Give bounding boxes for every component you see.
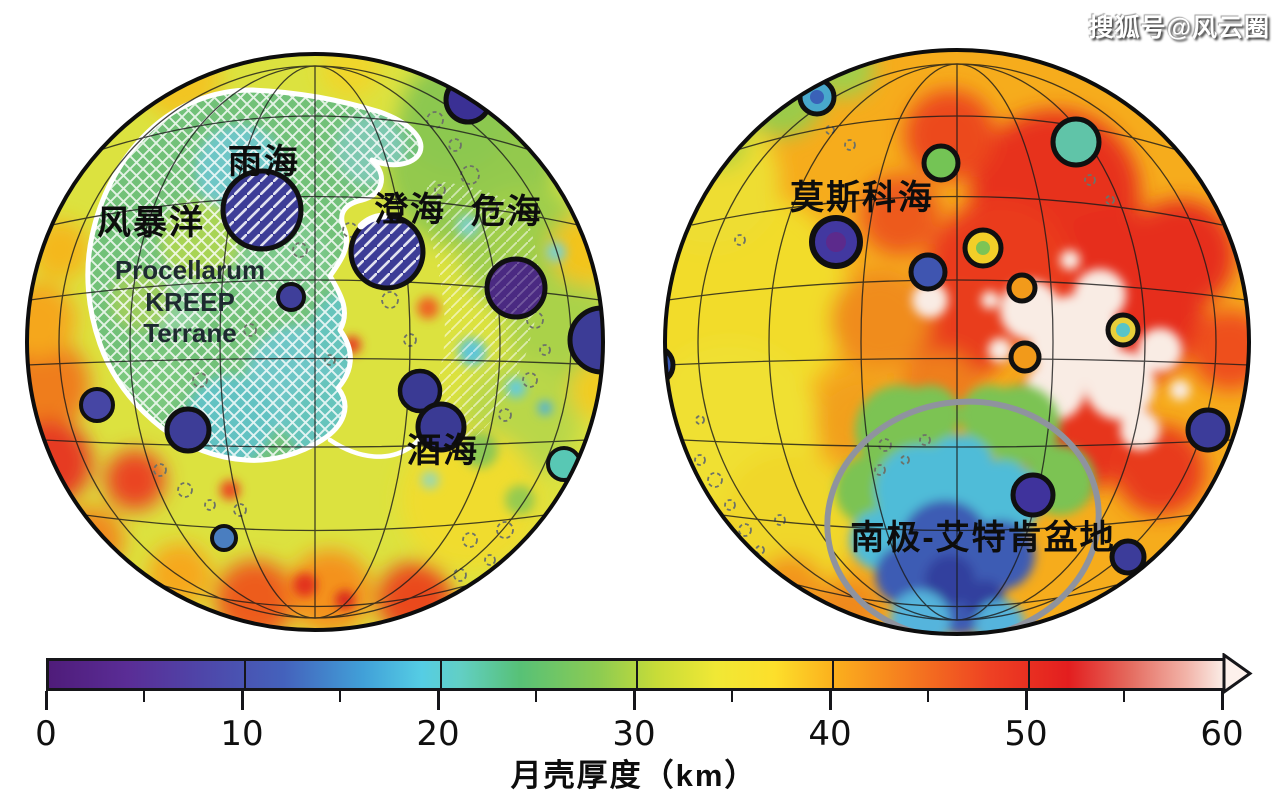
label-mare-imbrium: 雨海 [228,143,300,181]
label-oceanus-procellarum: 风暴洋 [97,204,205,242]
graticule-far [665,63,1249,621]
colorbar-tick-label-0: 0 [35,714,57,754]
far-side-thick-crust-patch [912,250,1190,450]
colorbar-tick-label-40: 40 [808,714,852,754]
colorbar-tick-label-30: 30 [612,714,656,754]
colorbar-divider-20 [440,661,442,688]
mascon-basins-near [79,75,603,552]
colorbar-divider-50 [1028,661,1030,688]
colorbar-tick-label-10: 10 [220,714,264,754]
colorbar-tick-label-20: 20 [416,714,460,754]
label-mare-nectaris: 酒海 [407,432,479,470]
label-pkt-line1: Procellarum [114,255,266,285]
lunar-crust-maps [25,48,1251,636]
pkt-region [85,87,540,463]
far-side-limb [663,48,1251,636]
watermark: 搜狐号@风云圈 [1088,14,1270,42]
mascon-basins-far [665,61,1231,576]
crater-outlines-near [153,111,551,582]
label-mare-serenitatis: 澄海 [374,191,446,229]
hatched-terrane-extension [425,180,540,442]
label-pkt-line2: KREEP [145,286,235,317]
colorbar-title: 月壳厚度（km） [510,758,758,793]
colorbar-divider-10 [244,661,246,688]
label-pkt-line3: Terrane [143,318,237,349]
label-mare-moscoviense: 莫斯科海 [790,179,934,217]
pkt-outline [85,87,424,463]
graticule-near [27,65,603,619]
near-side-map [25,52,605,632]
near-side-limb [25,52,605,632]
colorbar-tick-label-50: 50 [1004,714,1048,754]
colorbar-divider-40 [832,661,834,688]
colorbar [46,658,1228,691]
label-pkt: Procellarum KREEP Terrane [90,255,290,350]
label-spa-basin: 南极-艾特肯盆地 [850,519,1116,557]
colorbar-divider-30 [636,661,638,688]
label-mare-crisium: 危海 [471,193,543,231]
spa-basin-ring [824,398,1102,634]
colorbar-arrow-icon [1222,653,1253,694]
colorbar-tick-label-60: 60 [1200,714,1244,754]
